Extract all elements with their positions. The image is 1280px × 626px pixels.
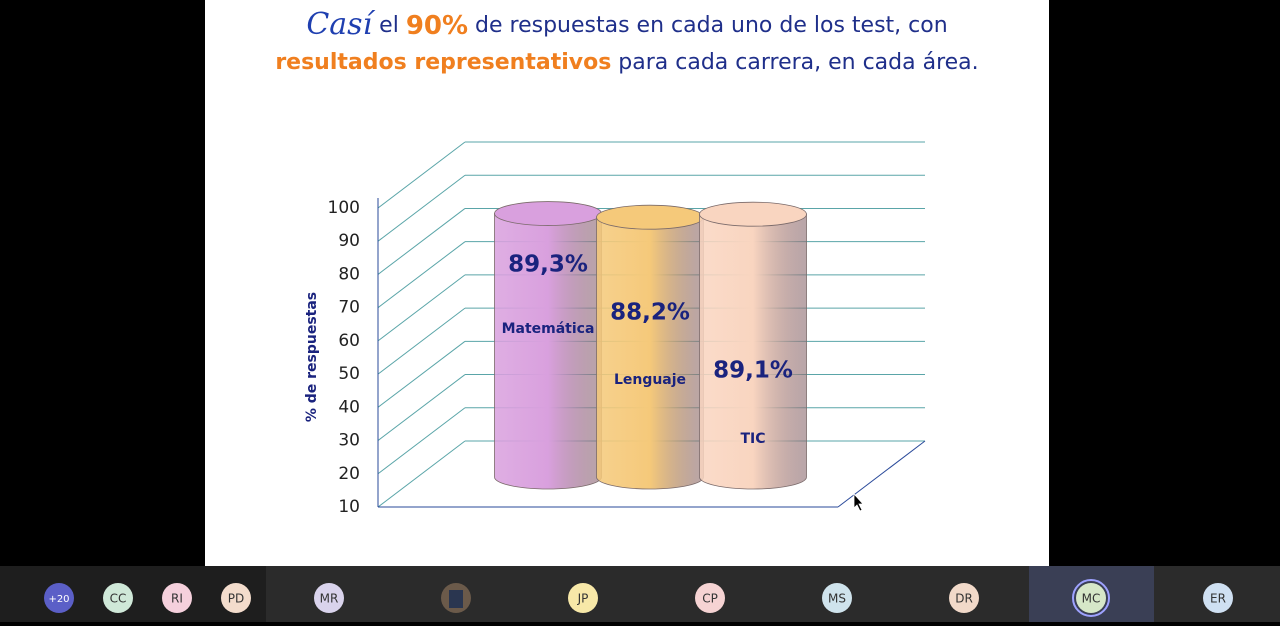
category-label: Lenguaje (614, 372, 686, 388)
grid-line (377, 208, 466, 275)
avatar[interactable] (568, 583, 598, 613)
avatar-initials: JP (577, 592, 589, 606)
avatar[interactable] (822, 583, 852, 613)
avatar[interactable] (221, 583, 251, 613)
slide-title: resultados representativos para cada car… (275, 50, 978, 75)
avatar[interactable] (1203, 583, 1233, 613)
avatar-initials: MS (828, 592, 846, 606)
cylinder (596, 216, 704, 490)
avatar-initials: CC (110, 592, 127, 606)
grid-line (377, 407, 466, 475)
avatar[interactable] (949, 583, 979, 613)
avatar-initials: MR (320, 592, 339, 606)
y-axis-label: % de respuestas (304, 292, 320, 422)
speaker-ring (1072, 579, 1110, 617)
cylinder-top (699, 201, 807, 227)
cylinder-top (596, 204, 704, 230)
y-tick-label: 60 (338, 331, 360, 351)
grid-line (377, 274, 466, 342)
avatar[interactable] (162, 583, 192, 613)
grid-line (377, 241, 466, 309)
y-tick-label: 100 (328, 198, 360, 218)
title-part: el (372, 13, 406, 38)
y-tick-label: 30 (338, 431, 360, 451)
cylinder-top (494, 201, 602, 226)
chart: 10 20 30 40 50 60 70 80 90 100 % de respuestas 89,3… (304, 141, 926, 517)
y-tick-label: 20 (338, 464, 360, 484)
avatar-initials: PD (228, 592, 244, 606)
grid-line (377, 440, 466, 508)
tiles: +20 CC RI PD MR JP CP MS DR MC ER (44, 566, 1233, 622)
avatar-initials: DR (955, 592, 973, 606)
y-tick-label: 70 (338, 298, 360, 318)
avatar[interactable] (103, 583, 133, 613)
avatar[interactable] (314, 583, 344, 613)
slide-title: Casí el 90% de respuestas en cada uno de… (306, 7, 947, 42)
grid-line (377, 374, 466, 441)
title-part: 90% (406, 11, 468, 41)
avatar-initials: +20 (48, 594, 69, 605)
grid-line (377, 307, 466, 375)
avatar[interactable] (1076, 583, 1106, 613)
y-tick-label: 10 (338, 497, 360, 517)
title-part: para cada carrera, en cada área. (611, 50, 978, 75)
value-label: 89,1% (713, 358, 793, 384)
category-label: Matemática (502, 321, 595, 337)
value-label: 89,3% (508, 252, 588, 278)
avatar-initials: ER (1210, 592, 1226, 606)
y-tick-label: 90 (338, 231, 360, 251)
y-tick-label: 40 (338, 397, 360, 417)
photo-figure (449, 590, 463, 608)
value-label: 88,2% (610, 300, 690, 326)
avatar-initials: CP (702, 592, 718, 606)
grid-line (377, 340, 466, 408)
cylinder (699, 213, 807, 490)
category-label: TIC (740, 431, 765, 447)
title-part: de respuestas en cada uno de los test, c… (468, 13, 948, 38)
y-tick-label: 80 (338, 264, 360, 284)
grid-line (377, 174, 466, 242)
avatar[interactable] (44, 583, 74, 613)
y-tick-label: 50 (338, 364, 360, 384)
grid-line (377, 141, 466, 209)
avatar-initials: MC (1082, 592, 1101, 606)
title-part: Casí (306, 7, 375, 42)
avatar-initials: RI (171, 592, 183, 606)
floor-edge (837, 440, 926, 508)
title-part: resultados representativos (275, 50, 611, 75)
cursor (853, 492, 864, 512)
avatar[interactable] (695, 583, 725, 613)
